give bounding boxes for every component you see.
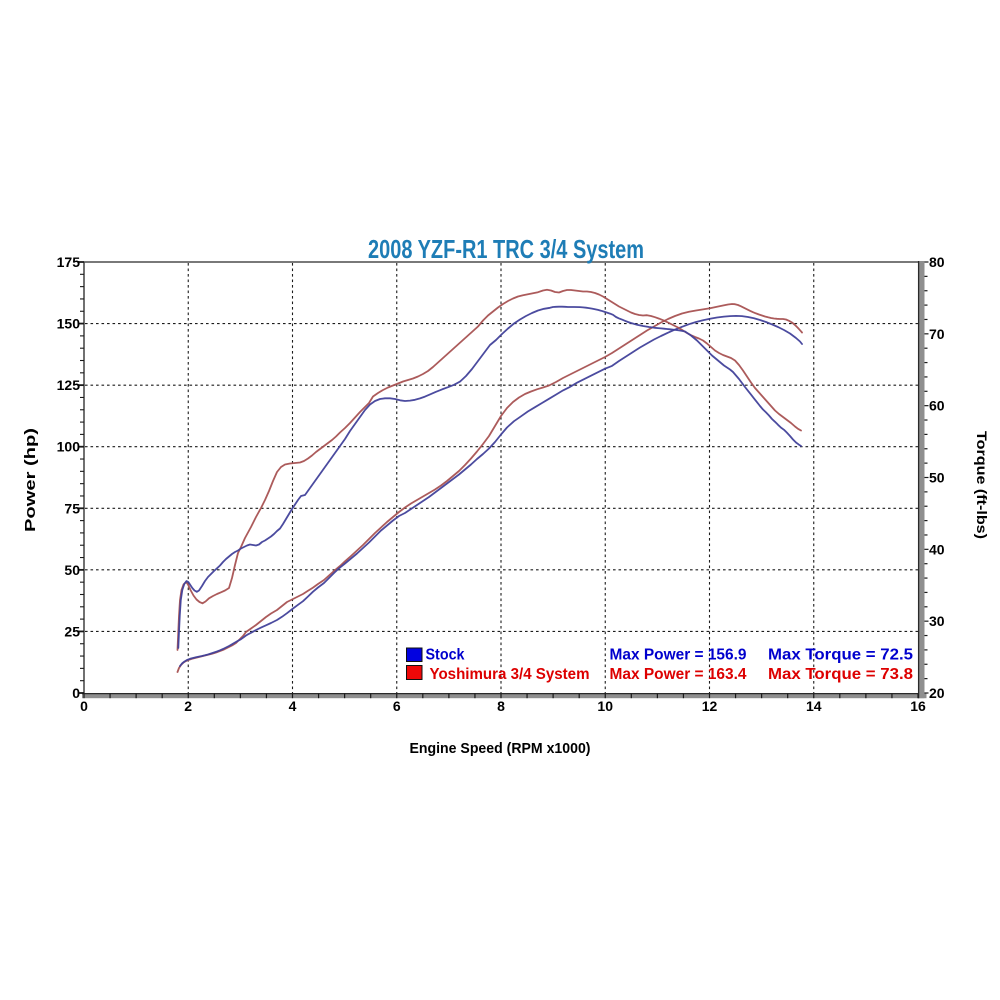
svg-text:70: 70: [929, 326, 945, 342]
svg-text:10: 10: [597, 698, 613, 714]
svg-text:2: 2: [184, 698, 192, 714]
svg-text:6: 6: [393, 698, 401, 714]
svg-text:Engine Speed (RPM x1000): Engine Speed (RPM x1000): [410, 741, 591, 757]
svg-text:12: 12: [702, 698, 718, 714]
svg-text:50: 50: [929, 470, 945, 486]
svg-text:2008 YZF-R1 TRC 3/4 System: 2008 YZF-R1 TRC 3/4 System: [368, 234, 644, 264]
svg-text:Max Torque = 73.8: Max Torque = 73.8: [768, 666, 913, 683]
svg-text:150: 150: [57, 316, 81, 332]
svg-text:Power (hp): Power (hp): [22, 428, 39, 532]
svg-text:Max Torque = 72.5: Max Torque = 72.5: [768, 647, 913, 664]
svg-text:Max Power = 156.9: Max Power = 156.9: [610, 647, 747, 664]
svg-text:Stock: Stock: [426, 647, 465, 664]
svg-text:14: 14: [806, 698, 822, 714]
svg-text:80: 80: [929, 254, 945, 270]
svg-text:Max Power = 163.4: Max Power = 163.4: [610, 666, 747, 683]
svg-text:Torque (ft-lbs): Torque (ft-lbs): [974, 431, 990, 539]
svg-text:0: 0: [80, 698, 88, 714]
svg-text:40: 40: [929, 541, 945, 557]
svg-text:8: 8: [497, 698, 505, 714]
svg-text:Yoshimura 3/4 System: Yoshimura 3/4 System: [430, 666, 590, 683]
svg-text:125: 125: [57, 377, 81, 393]
svg-text:60: 60: [929, 398, 945, 414]
svg-text:25: 25: [64, 623, 80, 639]
svg-text:50: 50: [64, 562, 80, 578]
svg-text:30: 30: [929, 613, 945, 629]
svg-text:20: 20: [929, 685, 945, 701]
svg-text:4: 4: [289, 698, 297, 714]
svg-text:0: 0: [72, 685, 80, 701]
svg-text:75: 75: [64, 500, 80, 516]
svg-text:16: 16: [910, 698, 926, 714]
svg-text:100: 100: [57, 439, 81, 455]
svg-text:175: 175: [57, 254, 81, 270]
